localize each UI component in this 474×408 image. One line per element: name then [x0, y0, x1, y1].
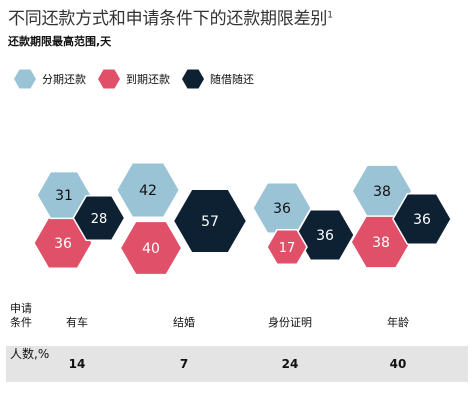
- row-header-count: 人数,%: [10, 347, 50, 361]
- legend-item-anytime: 随借随还: [182, 67, 254, 91]
- legend: 分期还款 到期还款 随借随还: [14, 64, 266, 94]
- hexagon-mark: [266, 228, 308, 266]
- hexagon-mark: [119, 220, 183, 276]
- hexagon-value-label: 31: [55, 188, 73, 204]
- chart-title: 不同还款方式和申请条件下的还款期限差别1: [8, 9, 333, 29]
- legend-label: 到期还款: [126, 73, 170, 86]
- category-label: 有车: [66, 316, 88, 329]
- count-value: 7: [179, 357, 189, 371]
- legend-swatch-installment-icon: [14, 67, 36, 91]
- legend-item-maturity: 到期还款: [98, 67, 170, 91]
- hexagon-mark: [392, 193, 452, 245]
- row-header-conditions: 申请条件: [10, 302, 32, 329]
- legend-item-installment: 分期还款: [14, 67, 86, 91]
- hexagon-mark: [72, 195, 126, 241]
- hexagon-value-label: 38: [373, 184, 391, 200]
- hexagon-value-label: 36: [413, 212, 431, 228]
- count-value: 24: [281, 357, 299, 371]
- hexagon-value-label: 40: [142, 241, 160, 257]
- count-value: 14: [68, 357, 86, 371]
- category-label: 身份证明: [268, 316, 312, 329]
- hexagon-value-label: 36: [316, 228, 334, 244]
- chart-subtitle: 还款期限最高范围,天: [8, 35, 112, 48]
- legend-swatch-anytime-icon: [182, 67, 204, 91]
- hexagon-value-label: 28: [91, 212, 108, 227]
- legend-label: 随借随还: [210, 73, 254, 86]
- hexagon-value-label: 38: [372, 235, 390, 251]
- hexagon-value-label: 57: [201, 214, 219, 230]
- count-row-background: [6, 346, 468, 382]
- legend-label: 分期还款: [42, 73, 86, 86]
- category-label: 年龄: [387, 316, 409, 329]
- legend-swatch-maturity-icon: [98, 67, 120, 91]
- hexagon-value-label: 42: [139, 183, 157, 199]
- category-label: 结婚: [173, 316, 195, 329]
- hexagon-mark: [115, 162, 181, 218]
- hexagon-chart: 36 31 28 57 42 40 36 36 17 38 38 36: [33, 162, 452, 276]
- hexagon-mark: [172, 188, 248, 254]
- hexagon-value-label: 17: [279, 241, 296, 256]
- title-footnote: 1: [327, 10, 333, 21]
- hexagon-value-label: 36: [273, 201, 291, 217]
- hexagon-value-label: 36: [54, 236, 72, 252]
- count-value: 40: [389, 357, 407, 371]
